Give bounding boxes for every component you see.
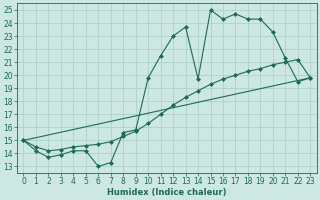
X-axis label: Humidex (Indice chaleur): Humidex (Indice chaleur) [107,188,227,197]
